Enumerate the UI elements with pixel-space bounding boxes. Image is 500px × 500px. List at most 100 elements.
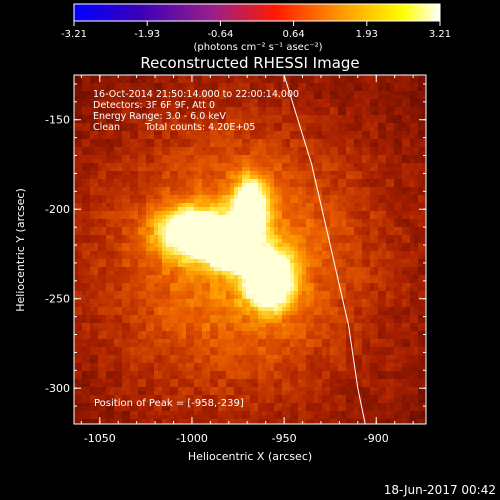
heatmap-cell — [386, 187, 391, 192]
heatmap-cell — [138, 115, 143, 120]
heatmap-cell — [226, 247, 231, 252]
heatmap-cell — [234, 259, 239, 264]
heatmap-cell — [94, 91, 99, 96]
heatmap-cell — [402, 87, 407, 92]
heatmap-cell — [242, 131, 247, 136]
heatmap-cell — [90, 199, 95, 204]
heatmap-cell — [354, 203, 359, 208]
heatmap-cell — [130, 283, 135, 288]
heatmap-cell — [334, 287, 339, 292]
heatmap-cell — [306, 99, 311, 104]
heatmap-cell — [286, 195, 291, 200]
heatmap-cell — [362, 143, 367, 148]
heatmap-cell — [334, 155, 339, 160]
heatmap-cell — [394, 295, 399, 300]
heatmap-cell — [218, 299, 223, 304]
heatmap-cell — [234, 223, 239, 228]
heatmap-cell — [414, 175, 419, 180]
heatmap-cell — [126, 111, 131, 116]
heatmap-cell — [234, 267, 239, 272]
heatmap-cell — [90, 299, 95, 304]
heatmap-cell — [234, 119, 239, 124]
heatmap-cell — [410, 95, 415, 100]
heatmap-cell — [374, 267, 379, 272]
heatmap-cell — [158, 107, 163, 112]
heatmap-cell — [374, 183, 379, 188]
heatmap-cell — [322, 291, 327, 296]
heatmap-cell — [414, 239, 419, 244]
heatmap-cell — [254, 79, 259, 84]
heatmap-cell — [202, 155, 207, 160]
heatmap-cell — [410, 195, 415, 200]
heatmap-cell — [242, 151, 247, 156]
heatmap-cell — [290, 223, 295, 228]
heatmap-cell — [226, 115, 231, 120]
heatmap-cell — [250, 99, 255, 104]
heatmap-cell — [406, 91, 411, 96]
heatmap-cell — [322, 255, 327, 260]
heatmap-cell — [94, 75, 99, 80]
heatmap-cell — [322, 247, 327, 252]
heatmap-cell — [342, 79, 347, 84]
heatmap-cell — [314, 79, 319, 84]
heatmap-cell — [354, 103, 359, 108]
heatmap-cell — [270, 167, 275, 172]
heatmap-cell — [402, 203, 407, 208]
heatmap-cell — [186, 87, 191, 92]
heatmap-cell — [242, 119, 247, 124]
heatmap-cell — [398, 123, 403, 128]
heatmap-cell — [94, 255, 99, 260]
heatmap-cell — [114, 111, 119, 116]
heatmap-cell — [362, 263, 367, 268]
heatmap-cell — [370, 131, 375, 136]
heatmap-cell — [130, 75, 135, 80]
heatmap-cell — [138, 135, 143, 140]
heatmap-cell — [422, 195, 426, 200]
heatmap-cell — [126, 295, 131, 300]
heatmap-cell — [110, 255, 115, 260]
heatmap-cell — [98, 139, 103, 144]
heatmap-cell — [302, 291, 307, 296]
heatmap-cell — [118, 147, 123, 152]
heatmap-cell — [230, 275, 235, 280]
heatmap-cell — [98, 215, 103, 220]
heatmap-cell — [274, 211, 279, 216]
heatmap-cell — [246, 91, 251, 96]
heatmap-cell — [150, 139, 155, 144]
heatmap-cell — [298, 279, 303, 284]
heatmap-cell — [82, 163, 87, 168]
heatmap-cell — [170, 159, 175, 164]
heatmap-cell — [386, 271, 391, 276]
heatmap-cell — [110, 91, 115, 96]
heatmap-cell — [314, 195, 319, 200]
heatmap-cell — [266, 111, 271, 116]
heatmap-cell — [226, 95, 231, 100]
heatmap-cell — [370, 203, 375, 208]
heatmap-cell — [174, 143, 179, 148]
heatmap-cell — [418, 235, 423, 240]
heatmap-cell — [82, 179, 87, 184]
heatmap-cell — [142, 99, 147, 104]
heatmap-cell — [90, 263, 95, 268]
heatmap-cell — [318, 219, 323, 224]
heatmap-cell — [250, 147, 255, 152]
heatmap-cell — [370, 107, 375, 112]
heatmap-cell — [174, 95, 179, 100]
heatmap-cell — [354, 99, 359, 104]
heatmap-cell — [98, 111, 103, 116]
heatmap-cell — [314, 99, 319, 104]
heatmap-cell — [142, 183, 147, 188]
heatmap-cell — [262, 171, 267, 176]
heatmap-cell — [150, 87, 155, 92]
heatmap-cell — [298, 159, 303, 164]
heatmap-cell — [310, 115, 315, 120]
heatmap-cell — [246, 239, 251, 244]
heatmap-cell — [330, 279, 335, 284]
heatmap-cell — [402, 207, 407, 212]
heatmap-cell — [222, 255, 227, 260]
heatmap-cell — [142, 223, 147, 228]
heatmap-cell — [198, 155, 203, 160]
heatmap-cell — [298, 223, 303, 228]
heatmap-cell — [90, 103, 95, 108]
heatmap-cell — [74, 227, 79, 232]
